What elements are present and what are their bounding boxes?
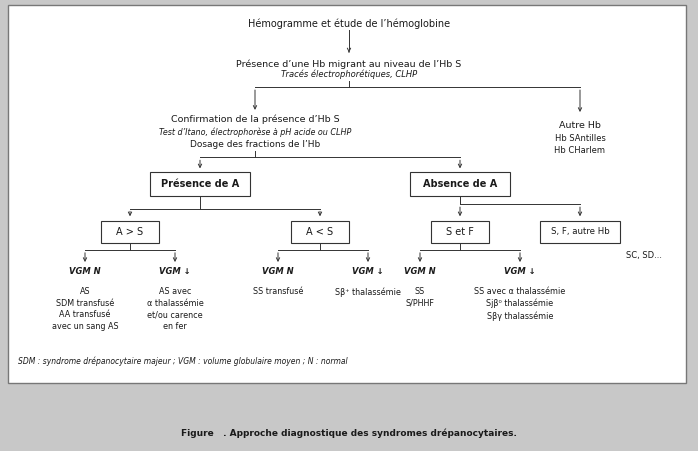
FancyBboxPatch shape xyxy=(150,172,250,196)
Text: VGM ↓: VGM ↓ xyxy=(352,267,384,276)
Text: VGM N: VGM N xyxy=(404,267,436,276)
Text: A > S: A > S xyxy=(117,227,144,237)
Text: Tracés électrophorétiques, CLHP: Tracés électrophorétiques, CLHP xyxy=(281,70,417,79)
Text: S et F: S et F xyxy=(446,227,474,237)
FancyBboxPatch shape xyxy=(101,221,159,243)
Text: Figure   . Approche diagnostique des syndromes drépanocytaires.: Figure . Approche diagnostique des syndr… xyxy=(181,428,517,438)
Text: Sβ⁺ thalassémie: Sβ⁺ thalassémie xyxy=(335,287,401,297)
Text: AS
SDM transfusé
AA transfusé
avec un sang AS: AS SDM transfusé AA transfusé avec un sa… xyxy=(52,287,119,331)
Text: Présence d’une Hb migrant au niveau de l’Hb S: Présence d’une Hb migrant au niveau de l… xyxy=(237,59,461,69)
Text: SS transfusé: SS transfusé xyxy=(253,287,303,296)
FancyBboxPatch shape xyxy=(291,221,349,243)
Text: SDM : syndrome drépanocytaire majeur ; VGM : volume globulaire moyen ; N : norma: SDM : syndrome drépanocytaire majeur ; V… xyxy=(18,357,348,367)
Text: S, F, autre Hb: S, F, autre Hb xyxy=(551,227,609,236)
Text: Autre Hb: Autre Hb xyxy=(559,121,601,130)
Text: Dosage des fractions de l’Hb: Dosage des fractions de l’Hb xyxy=(190,140,320,149)
Text: VGM ↓: VGM ↓ xyxy=(504,267,536,276)
Text: VGM N: VGM N xyxy=(262,267,294,276)
Text: VGM N: VGM N xyxy=(69,267,101,276)
FancyBboxPatch shape xyxy=(431,221,489,243)
Text: Présence de A: Présence de A xyxy=(161,179,239,189)
Text: A < S: A < S xyxy=(306,227,334,237)
Text: SS avec α thalassémie
Sjβ⁰ thalassémie
Sβγ thalassémie: SS avec α thalassémie Sjβ⁰ thalassémie S… xyxy=(475,287,565,321)
Text: Hb SAntilles
Hb CHarlem: Hb SAntilles Hb CHarlem xyxy=(554,134,605,155)
FancyBboxPatch shape xyxy=(8,5,686,383)
Text: SS
S/PHHF: SS S/PHHF xyxy=(406,287,434,308)
Text: AS avec
α thalassémie
et/ou carence
en fer: AS avec α thalassémie et/ou carence en f… xyxy=(147,287,203,331)
Text: VGM ↓: VGM ↓ xyxy=(159,267,191,276)
Text: Test d’Itano, électrophorèse à pH acide ou CLHP: Test d’Itano, électrophorèse à pH acide … xyxy=(159,127,351,137)
Text: Absence de A: Absence de A xyxy=(423,179,497,189)
Text: Hémogramme et étude de l’hémoglobine: Hémogramme et étude de l’hémoglobine xyxy=(248,18,450,29)
Text: SC, SD...: SC, SD... xyxy=(626,251,662,260)
FancyBboxPatch shape xyxy=(410,172,510,196)
Text: Confirmation de la présence d’Hb S: Confirmation de la présence d’Hb S xyxy=(171,115,339,124)
FancyBboxPatch shape xyxy=(540,221,620,243)
